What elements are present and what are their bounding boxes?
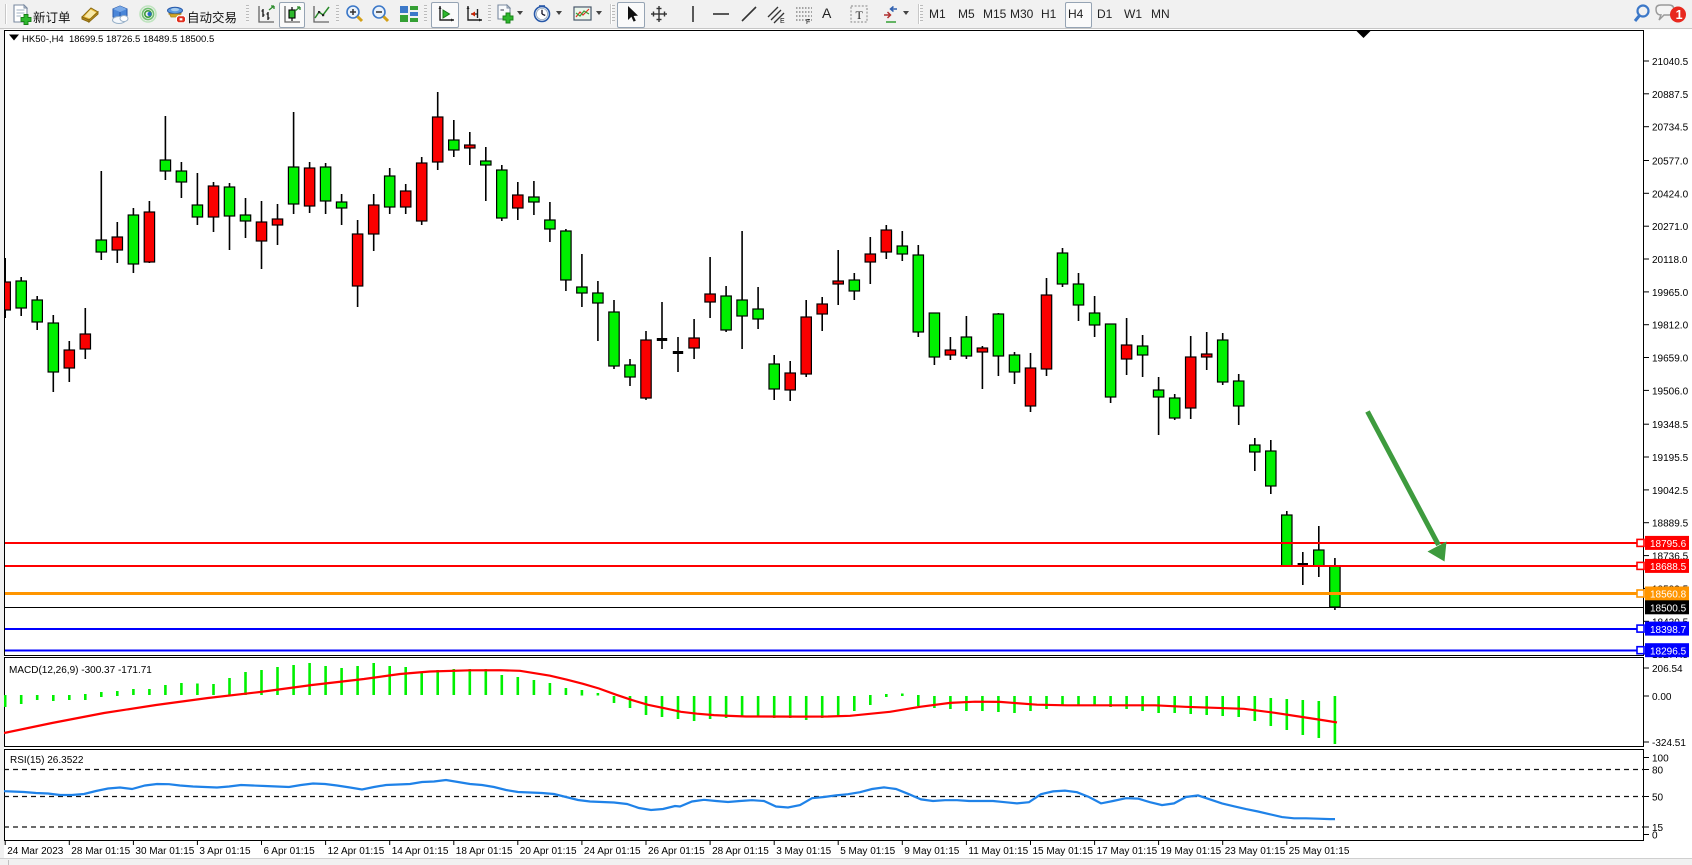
svg-text:5 May 01:15: 5 May 01:15 [840, 846, 895, 857]
svg-text:MACD(12,26,9) -300.37 -171.71: MACD(12,26,9) -300.37 -171.71 [9, 665, 152, 676]
svg-text:17 May 01:15: 17 May 01:15 [1097, 846, 1158, 857]
svg-text:18 Apr 01:15: 18 Apr 01:15 [456, 846, 513, 857]
svg-text:20118.0: 20118.0 [1652, 255, 1688, 266]
svg-text:18688.5: 18688.5 [1650, 562, 1687, 573]
svg-text:E: E [780, 18, 785, 25]
svg-text:0.00: 0.00 [1652, 692, 1672, 703]
svg-text:28 Mar 01:15: 28 Mar 01:15 [71, 846, 130, 857]
svg-text:F: F [806, 19, 810, 25]
svg-text:14 Apr 01:15: 14 Apr 01:15 [392, 846, 449, 857]
svg-text:11 May 01:15: 11 May 01:15 [968, 846, 1028, 857]
svg-text:30 Mar 01:15: 30 Mar 01:15 [135, 846, 194, 857]
svg-text:12 Apr 01:15: 12 Apr 01:15 [328, 846, 385, 857]
svg-text:100: 100 [1652, 754, 1669, 765]
svg-text:24 Mar 2023: 24 Mar 2023 [7, 846, 64, 857]
svg-text:206.54: 206.54 [1652, 664, 1683, 675]
svg-text:18736.5: 18736.5 [1652, 552, 1689, 563]
svg-text:20734.5: 20734.5 [1652, 123, 1689, 134]
svg-text:18560.8: 18560.8 [1650, 590, 1687, 601]
svg-text:20887.5: 20887.5 [1652, 90, 1689, 101]
svg-text:28 Apr 01:15: 28 Apr 01:15 [712, 846, 769, 857]
svg-text:19812.0: 19812.0 [1652, 321, 1689, 332]
svg-text:18398.7: 18398.7 [1650, 625, 1687, 636]
svg-text:9 May 01:15: 9 May 01:15 [904, 846, 959, 857]
svg-text:15: 15 [1652, 823, 1664, 834]
svg-text:15 May 01:15: 15 May 01:15 [1033, 846, 1094, 857]
svg-text:20 Apr 01:15: 20 Apr 01:15 [520, 846, 577, 857]
svg-text:19348.5: 19348.5 [1652, 420, 1689, 431]
svg-text:3 May 01:15: 3 May 01:15 [776, 846, 831, 857]
svg-text:19042.5: 19042.5 [1652, 486, 1689, 497]
svg-text:20577.0: 20577.0 [1652, 157, 1689, 168]
svg-text:19 May 01:15: 19 May 01:15 [1161, 846, 1222, 857]
svg-text:HK50-,H4 18699.5 18726.5 1848: HK50-,H4 18699.5 18726.5 18489.5 18500.5 [22, 34, 214, 45]
svg-text:18296.5: 18296.5 [1650, 646, 1687, 657]
svg-text:24 Apr 01:15: 24 Apr 01:15 [584, 846, 641, 857]
svg-text:80: 80 [1652, 766, 1664, 777]
svg-text:T: T [856, 8, 864, 22]
svg-text:1: 1 [1676, 8, 1683, 22]
svg-text:18795.6: 18795.6 [1650, 539, 1687, 550]
svg-text:-324.51: -324.51 [1652, 738, 1686, 749]
svg-text:18500.5: 18500.5 [1650, 604, 1687, 615]
svg-text:3 Apr 01:15: 3 Apr 01:15 [199, 846, 251, 857]
svg-text:50: 50 [1652, 793, 1664, 804]
svg-text:0: 0 [1652, 831, 1658, 842]
svg-text:19965.0: 19965.0 [1652, 288, 1689, 299]
svg-text:6 Apr 01:15: 6 Apr 01:15 [264, 846, 316, 857]
svg-text:19195.5: 19195.5 [1652, 453, 1689, 464]
svg-text:20424.0: 20424.0 [1652, 189, 1689, 200]
svg-text:26 Apr 01:15: 26 Apr 01:15 [648, 846, 705, 857]
svg-text:20271.0: 20271.0 [1652, 222, 1689, 233]
svg-text:19659.0: 19659.0 [1652, 354, 1689, 365]
svg-text:21040.5: 21040.5 [1652, 57, 1689, 68]
svg-text:23 May 01:15: 23 May 01:15 [1225, 846, 1286, 857]
svg-text:18889.5: 18889.5 [1652, 519, 1689, 530]
svg-text:RSI(15) 26.3522: RSI(15) 26.3522 [10, 755, 84, 766]
svg-text:19506.0: 19506.0 [1652, 386, 1689, 397]
svg-text:25 May 01:15: 25 May 01:15 [1289, 846, 1350, 857]
